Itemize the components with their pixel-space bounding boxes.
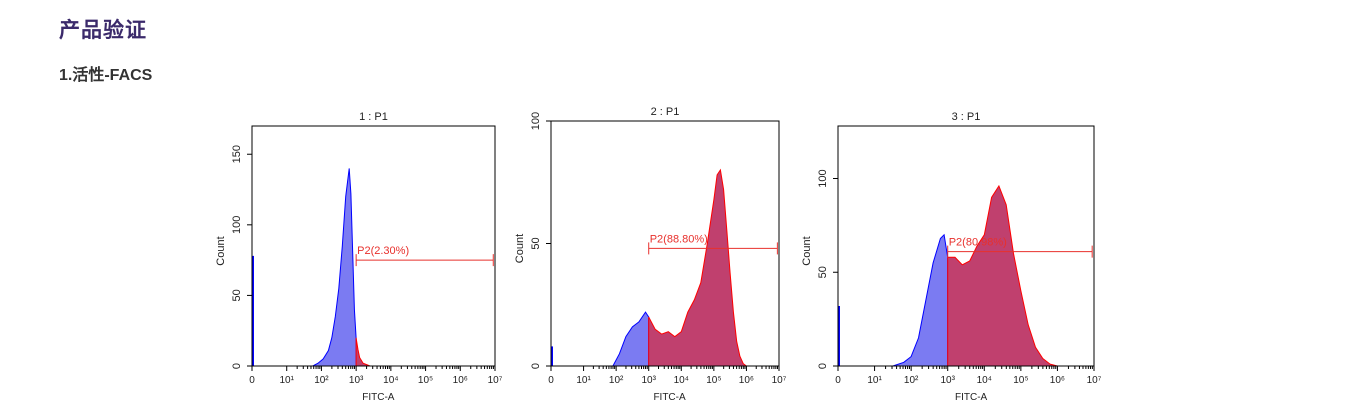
x-tick-label: 10² (314, 375, 329, 386)
facs-chart-1: 1 : P1 0 50 100 150 0 10¹ 10² 10³ 10⁴ 10⁵ 10⁶ 10⁷ FIT… (215, 111, 503, 403)
x-tick-label: 0 (548, 375, 554, 386)
y-tick-label: 0 (817, 363, 829, 369)
positive-histogram (355, 337, 371, 367)
y-tick-label: 50 (231, 289, 243, 301)
x-tick-label: 10³ (349, 375, 364, 386)
x-tick-label: 10⁶ (1050, 375, 1065, 386)
x-tick-label: 10⁵ (1013, 375, 1028, 386)
y-axis-label: Count (514, 234, 526, 263)
y-tick-label: 100 (530, 112, 542, 130)
y-tick-label: 50 (530, 237, 542, 249)
gate-label: P2(80.98%) (949, 237, 1007, 249)
y-tick-label: 0 (530, 363, 542, 369)
x-tick-label: 0 (835, 375, 841, 386)
plot-frame (837, 125, 1095, 367)
negative-histogram (892, 233, 949, 367)
positive-histogram (947, 184, 1065, 367)
y-tick-label: 0 (231, 363, 243, 369)
positive-histogram (648, 168, 748, 367)
x-tick-label: 10⁶ (739, 375, 754, 386)
x-tick-label: 10⁷ (488, 375, 503, 386)
x-axis-label: FITC-A (955, 392, 988, 403)
chart-title: 3 : P1 (952, 111, 981, 123)
y-axis-label: Count (215, 236, 227, 265)
x-tick-label: 10⁴ (674, 375, 689, 386)
y-axis-label: Count (801, 236, 813, 265)
x-tick-label: 10⁴ (977, 375, 992, 386)
x-tick-label: 10¹ (867, 375, 882, 386)
chart-title: 1 : P1 (359, 111, 388, 123)
x-tick-label: 10¹ (576, 375, 591, 386)
x-tick-label: 0 (249, 375, 255, 386)
x-axis-label: FITC-A (653, 392, 686, 403)
y-tick-label: 50 (817, 266, 829, 278)
x-tick-label: 10² (904, 375, 919, 386)
gate-label: P2(88.80%) (650, 233, 708, 245)
x-tick-label: 10¹ (279, 375, 294, 386)
x-axis-label: FITC-A (362, 392, 395, 403)
x-tick-label: 10⁵ (706, 375, 721, 386)
facs-chart-2: 2 : P1 0 50 100 0 10¹ 10² 10³ 10⁴ 10⁵ 10⁶ 10⁷ FITC-A… (514, 106, 787, 403)
chart-title: 2 : P1 (651, 106, 680, 118)
section-subtitle: 1.活性-FACS (59, 67, 153, 84)
x-tick-label: 10³ (641, 375, 656, 386)
x-tick-label: 10⁵ (418, 375, 433, 386)
plot-frame (251, 125, 496, 367)
x-tick-label: 10⁴ (383, 375, 398, 386)
section-title: 产品验证 (59, 19, 147, 42)
y-tick-label: 150 (231, 145, 243, 163)
facs-chart-3: 3 : P1 0 50 100 0 10¹ 10² 10³ 10⁴ 10⁵ 10⁶ 10⁷ FITC-A… (801, 111, 1102, 403)
y-tick-label: 100 (817, 169, 829, 187)
gate-label: P2(2.30%) (357, 245, 409, 257)
negative-histogram (612, 311, 650, 367)
negative-histogram (312, 168, 357, 367)
x-tick-label: 10⁷ (1087, 375, 1102, 386)
x-tick-label: 10² (609, 375, 624, 386)
x-tick-label: 10³ (940, 375, 955, 386)
x-tick-label: 10⁷ (772, 375, 787, 386)
y-tick-label: 100 (231, 216, 243, 234)
x-tick-label: 10⁶ (453, 375, 468, 386)
